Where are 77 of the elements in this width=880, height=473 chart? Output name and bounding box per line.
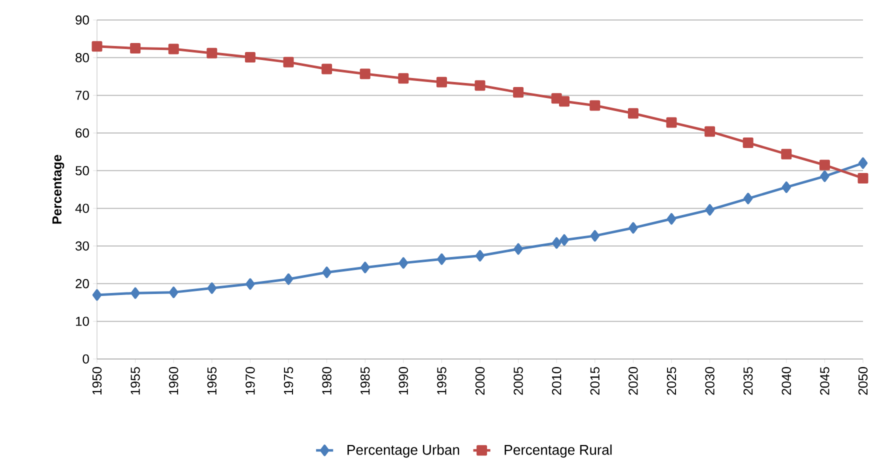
x-tick-label: 1995 xyxy=(437,367,446,394)
x-tick-label: 1955 xyxy=(130,367,140,394)
point xyxy=(322,266,332,278)
point xyxy=(560,234,569,246)
point xyxy=(168,286,178,298)
point xyxy=(246,278,255,290)
point xyxy=(474,80,486,91)
point xyxy=(513,87,524,98)
point xyxy=(284,273,294,285)
point xyxy=(436,76,447,88)
point xyxy=(666,213,676,225)
x-tick-label: 2020 xyxy=(628,367,638,395)
x-tick-label: 1965 xyxy=(207,367,217,394)
point xyxy=(283,56,294,68)
point xyxy=(590,100,600,111)
point xyxy=(628,222,638,234)
y-tick-label: 50 xyxy=(76,166,89,176)
y-tick-label: 40 xyxy=(75,204,89,213)
y-tick-label: 30 xyxy=(76,241,89,251)
point xyxy=(628,108,638,119)
point xyxy=(858,157,868,169)
point xyxy=(705,204,714,216)
legend-label: Percentage Rural xyxy=(504,444,612,458)
point xyxy=(398,257,408,269)
point xyxy=(559,96,570,107)
y-tick-label: 70 xyxy=(76,90,89,100)
x-tick-label: 1950 xyxy=(92,367,102,394)
x-tick-label: 2000 xyxy=(475,367,485,395)
point xyxy=(782,181,792,193)
y-tick-label: 20 xyxy=(76,279,89,288)
point xyxy=(207,282,217,294)
point xyxy=(704,126,716,137)
point xyxy=(437,253,446,265)
point xyxy=(130,42,141,54)
y-tick-label: 0 xyxy=(82,354,89,364)
point xyxy=(206,48,218,58)
point xyxy=(130,287,140,299)
legend-label: Percentage Urban xyxy=(348,444,460,458)
x-tick-label: 2005 xyxy=(514,367,523,395)
x-tick-label: 2035 xyxy=(743,367,753,395)
point xyxy=(168,44,179,54)
point xyxy=(742,138,754,148)
x-tick-label: 1960 xyxy=(169,367,178,394)
point xyxy=(743,192,753,204)
point xyxy=(820,170,830,182)
x-tick-label: 2050 xyxy=(858,367,868,395)
x-tick-label: 2025 xyxy=(666,367,676,395)
x-tick-label: 2030 xyxy=(705,367,714,395)
x-tick-label: 1985 xyxy=(360,367,370,394)
y-tick-label: 90 xyxy=(76,15,89,25)
point xyxy=(514,243,523,255)
x-tick-label: 1980 xyxy=(322,367,332,394)
y-tick-label: 80 xyxy=(76,53,89,62)
x-tick-label: 2015 xyxy=(590,367,600,395)
y-tick-label: 10 xyxy=(76,316,89,326)
point xyxy=(92,41,102,52)
x-tick-label: 2045 xyxy=(820,367,830,395)
y-tick-label: 60 xyxy=(76,128,89,138)
x-tick-label: 2010 xyxy=(552,367,562,395)
point xyxy=(819,160,830,170)
y-axis-title: Percentage xyxy=(52,154,64,224)
point xyxy=(475,250,485,262)
x-tick-label: 1990 xyxy=(398,367,408,394)
point xyxy=(590,230,600,242)
x-tick-label: 1970 xyxy=(246,367,255,394)
point xyxy=(322,64,332,74)
point xyxy=(244,52,256,63)
x-tick-label: 2040 xyxy=(782,367,791,395)
point xyxy=(92,289,102,301)
x-tick-label: 1975 xyxy=(284,367,294,394)
point xyxy=(360,262,370,274)
point xyxy=(781,148,792,160)
point xyxy=(858,172,868,184)
point xyxy=(666,117,677,128)
point xyxy=(398,73,409,84)
point xyxy=(360,68,370,80)
point xyxy=(552,237,562,249)
